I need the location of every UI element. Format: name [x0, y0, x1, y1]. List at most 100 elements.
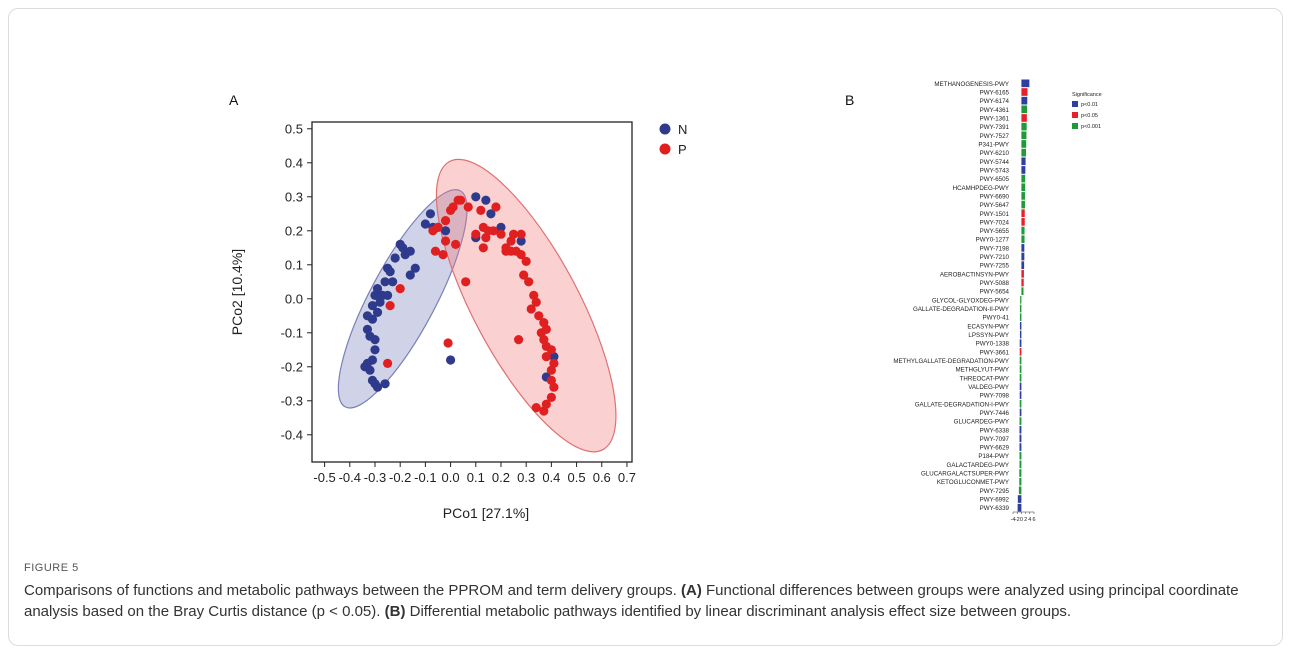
y-tick-label: 0.5 — [285, 121, 303, 136]
x-tick-label: -0.1 — [414, 470, 436, 485]
pathway-label: ECASYN-PWY — [967, 323, 1009, 330]
pathway-label: GLUCARDEG-PWY — [954, 419, 1009, 426]
pathway-label: PWY-3661 — [980, 349, 1010, 356]
point-P — [456, 195, 466, 205]
x-tick-label: 4 — [1028, 517, 1031, 523]
x-tick-label: -0.4 — [339, 470, 361, 485]
pathway-label: PWY-6690 — [980, 193, 1010, 200]
pathway-label: AEROBACTINSYN-PWY — [940, 271, 1009, 278]
bar — [1019, 434, 1022, 443]
x-tick-label: 0.2 — [492, 470, 510, 485]
point-N — [496, 222, 506, 232]
point-P — [440, 236, 451, 246]
pathway-label: METHYLGALLATE-DEGRADATION-PWY — [893, 358, 1009, 365]
point-N — [471, 192, 481, 202]
pathway-label: VALDEG-PWY — [968, 384, 1009, 391]
bar — [1021, 252, 1025, 261]
point-N — [445, 355, 456, 365]
confidence-ellipses — [337, 158, 617, 453]
x-tick-label: 6 — [1032, 517, 1035, 523]
bar — [1021, 183, 1026, 192]
pathway-label: PWY-5088 — [980, 280, 1010, 287]
pathway-label: GALLATE-DEGRADATION-II-PWY — [913, 306, 1009, 313]
point-P — [546, 345, 556, 355]
point-N — [425, 209, 436, 219]
caption-sentence: Comparisons of functions and metabolic p… — [24, 582, 677, 599]
pathway-label: PWY-5647 — [980, 202, 1010, 209]
point-N — [405, 270, 415, 280]
bar — [1021, 226, 1025, 235]
pathway-label: PWY-7295 — [980, 488, 1010, 495]
point-P — [546, 392, 556, 402]
bar — [1019, 443, 1022, 451]
legend-swatch — [1072, 123, 1078, 129]
point-P — [461, 277, 471, 287]
pathway-label: GLYCOL-GLYOXDEG-PWY — [932, 297, 1009, 304]
pathway-label: THREOCAT-PWY — [960, 375, 1009, 382]
bar — [1021, 200, 1025, 209]
pathway-label: P184-PWY — [978, 453, 1009, 460]
bar — [1019, 373, 1022, 382]
pathway-label: HCAMHPDEG-PWY — [953, 185, 1009, 192]
pathway-label: PWY0-41 — [983, 315, 1010, 322]
point-N — [385, 267, 395, 277]
point-P — [549, 382, 559, 392]
x-tick-label: 0.1 — [467, 470, 485, 485]
point-N — [516, 236, 526, 246]
point-P — [438, 250, 448, 260]
bar — [1021, 122, 1027, 131]
point-P — [531, 297, 541, 307]
point-P — [534, 311, 544, 321]
x-tick-label: -0.5 — [313, 470, 335, 485]
point-P — [488, 226, 499, 236]
bar — [1021, 235, 1025, 244]
legend-title: Significance — [1072, 92, 1102, 98]
pathway-label: PWY-7098 — [980, 393, 1010, 400]
data-points — [360, 192, 559, 416]
bar — [1019, 469, 1022, 477]
pathway-label: PWY-5743 — [980, 167, 1010, 174]
legend-label-N: N — [678, 122, 687, 137]
bar — [1017, 503, 1022, 512]
pathway-label: PWY-5744 — [980, 159, 1010, 166]
legend-label: p<0.001 — [1081, 124, 1101, 130]
pathway-label: PWY-7024 — [980, 219, 1010, 226]
bar — [1019, 460, 1022, 469]
pathway-label: PWY-6505 — [980, 176, 1010, 183]
bar — [1021, 166, 1026, 174]
pathway-label: PWY-7097 — [980, 436, 1010, 443]
legend-label: p<0.01 — [1081, 102, 1098, 108]
caption-marker-b: (B) — [384, 603, 406, 620]
bar — [1021, 278, 1024, 287]
point-P — [541, 352, 551, 362]
figure-caption: Comparisons of functions and metabolic p… — [24, 580, 1264, 622]
point-P — [546, 365, 556, 375]
bar — [1018, 486, 1022, 495]
bar — [1021, 270, 1024, 278]
legend-swatch — [1072, 101, 1078, 107]
bar — [1017, 495, 1022, 503]
pathway-label: PWY-7391 — [980, 124, 1010, 131]
x-tick-label: 0.0 — [442, 470, 460, 485]
y-tick-label: -0.2 — [281, 359, 303, 374]
point-P — [463, 202, 473, 212]
x-tick-label: -0.3 — [364, 470, 386, 485]
pathway-label: METHGLYUT-PWY — [955, 367, 1009, 374]
pathway-label: PWY-7255 — [980, 263, 1010, 270]
x-tick-label: 0.7 — [618, 470, 636, 485]
bar — [1019, 347, 1022, 356]
pathway-label: KETOGLUCONMET-PWY — [937, 479, 1009, 486]
plot-frame — [311, 121, 633, 463]
bar — [1019, 477, 1022, 486]
point-N — [440, 226, 451, 236]
pathway-label: PWY-7198 — [980, 245, 1010, 252]
point-P — [428, 226, 438, 236]
x-tick-label: 0.3 — [517, 470, 535, 485]
x-axis-title: PCo1 [27.1%] — [443, 505, 529, 521]
point-N — [380, 379, 390, 389]
pathway-label: PWY-6338 — [980, 427, 1010, 434]
point-N — [420, 219, 430, 229]
point-P — [430, 246, 441, 256]
bar — [1019, 365, 1022, 373]
y-tick-label: -0.3 — [281, 393, 303, 408]
